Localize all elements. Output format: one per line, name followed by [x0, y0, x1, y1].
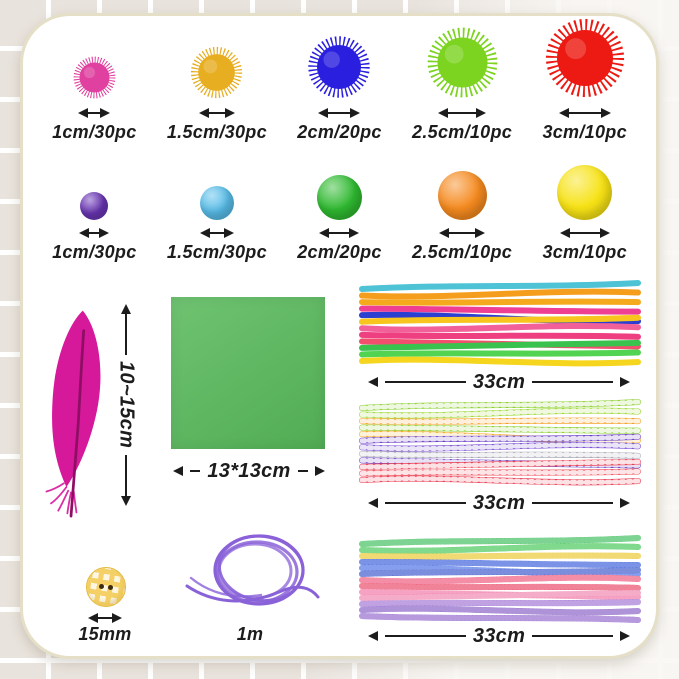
- pom-item: 2.5cm/10pc: [401, 27, 524, 143]
- size-arrow: [558, 107, 611, 119]
- pom-item: 2cm/20pc: [278, 156, 401, 263]
- feather-length-label: 10~15cm: [115, 361, 138, 449]
- pom-item: 1cm/30pc: [33, 156, 156, 263]
- size-arrow: [79, 227, 110, 239]
- size-arrow: [318, 107, 361, 119]
- pom-size-label: 1.5cm/30pc: [166, 122, 267, 142]
- gingham-button: [86, 567, 126, 607]
- paper-square: [171, 297, 325, 449]
- size-arrow: [78, 107, 111, 119]
- cord-length-label: 1m: [236, 624, 264, 644]
- pipe-cleaner-bundle-glitter: [359, 535, 641, 623]
- glitter-pom-icon: [73, 56, 116, 99]
- pom-size-label: 1cm/30pc: [52, 242, 137, 262]
- plain-pom-icon: [316, 175, 362, 220]
- pipe-cleaner-bundle-striped: [359, 399, 641, 486]
- glitter-pom-row: 1cm/30pc 1.5cm/30pc 2cm/20pc 2.5cm/10pc …: [33, 18, 646, 143]
- feather-length-arrow: 10~15cm: [115, 304, 138, 506]
- size-arrow: [319, 227, 360, 239]
- feather-image: [45, 310, 101, 518]
- paper-size-label: 13*13cm: [207, 459, 291, 482]
- glitter-pom-icon: [308, 36, 371, 98]
- plain-pom-row: 1cm/30pc 1.5cm/30pc 2cm/20pc 2.5cm/10pc …: [33, 156, 646, 263]
- button-hole: [99, 584, 104, 589]
- pom-item: 3cm/10pc: [523, 156, 646, 263]
- plain-pom-icon: [557, 165, 613, 220]
- pom-item: 1.5cm/30pc: [156, 156, 279, 263]
- size-arrow: [439, 227, 486, 239]
- bundle-length-label: 33cm: [472, 624, 526, 647]
- bundle-length-arrow: 33cm: [368, 370, 631, 393]
- pom-size-label: 2.5cm/10pc: [412, 242, 513, 262]
- pom-item: 1cm/30pc: [33, 36, 156, 143]
- pom-item: 3cm/10pc: [523, 18, 646, 143]
- pom-item: 1.5cm/30pc: [156, 36, 279, 143]
- button-size-arrow: [88, 612, 122, 624]
- pom-size-label: 3cm/10pc: [542, 242, 627, 262]
- size-arrow: [559, 227, 610, 239]
- paper-size-arrow: 13*13cm: [173, 459, 326, 482]
- plain-pom-icon: [199, 186, 234, 220]
- plain-pom-icon: [437, 171, 487, 220]
- size-arrow: [199, 227, 234, 239]
- glitter-pom-icon: [427, 27, 497, 98]
- pipe-cleaner-bundle-solid: [359, 280, 641, 367]
- plain-pom-icon: [80, 192, 109, 220]
- size-arrow: [438, 107, 487, 119]
- pom-size-label: 1cm/30pc: [52, 122, 137, 142]
- glitter-pom-icon: [545, 18, 624, 98]
- pom-item: 2.5cm/10pc: [401, 156, 524, 263]
- pom-size-label: 3cm/10pc: [542, 122, 627, 142]
- button-hole: [108, 585, 113, 590]
- button-size-label: 15mm: [78, 624, 132, 644]
- bundle-length-arrow: 33cm: [368, 624, 631, 647]
- bundle-length-label: 33cm: [472, 491, 526, 514]
- pom-size-label: 1.5cm/30pc: [166, 242, 267, 262]
- pom-size-label: 2.5cm/10pc: [412, 122, 513, 142]
- cord-image: [185, 534, 320, 606]
- pom-size-label: 2cm/20pc: [297, 122, 382, 142]
- product-card: 1cm/30pc 1.5cm/30pc 2cm/20pc 2.5cm/10pc …: [20, 13, 659, 659]
- bundle-length-arrow: 33cm: [368, 491, 631, 514]
- pom-size-label: 2cm/20pc: [297, 242, 382, 262]
- pom-item: 2cm/20pc: [278, 36, 401, 143]
- bundle-length-label: 33cm: [472, 370, 526, 393]
- size-arrow: [198, 107, 235, 119]
- glitter-pom-icon: [191, 46, 243, 99]
